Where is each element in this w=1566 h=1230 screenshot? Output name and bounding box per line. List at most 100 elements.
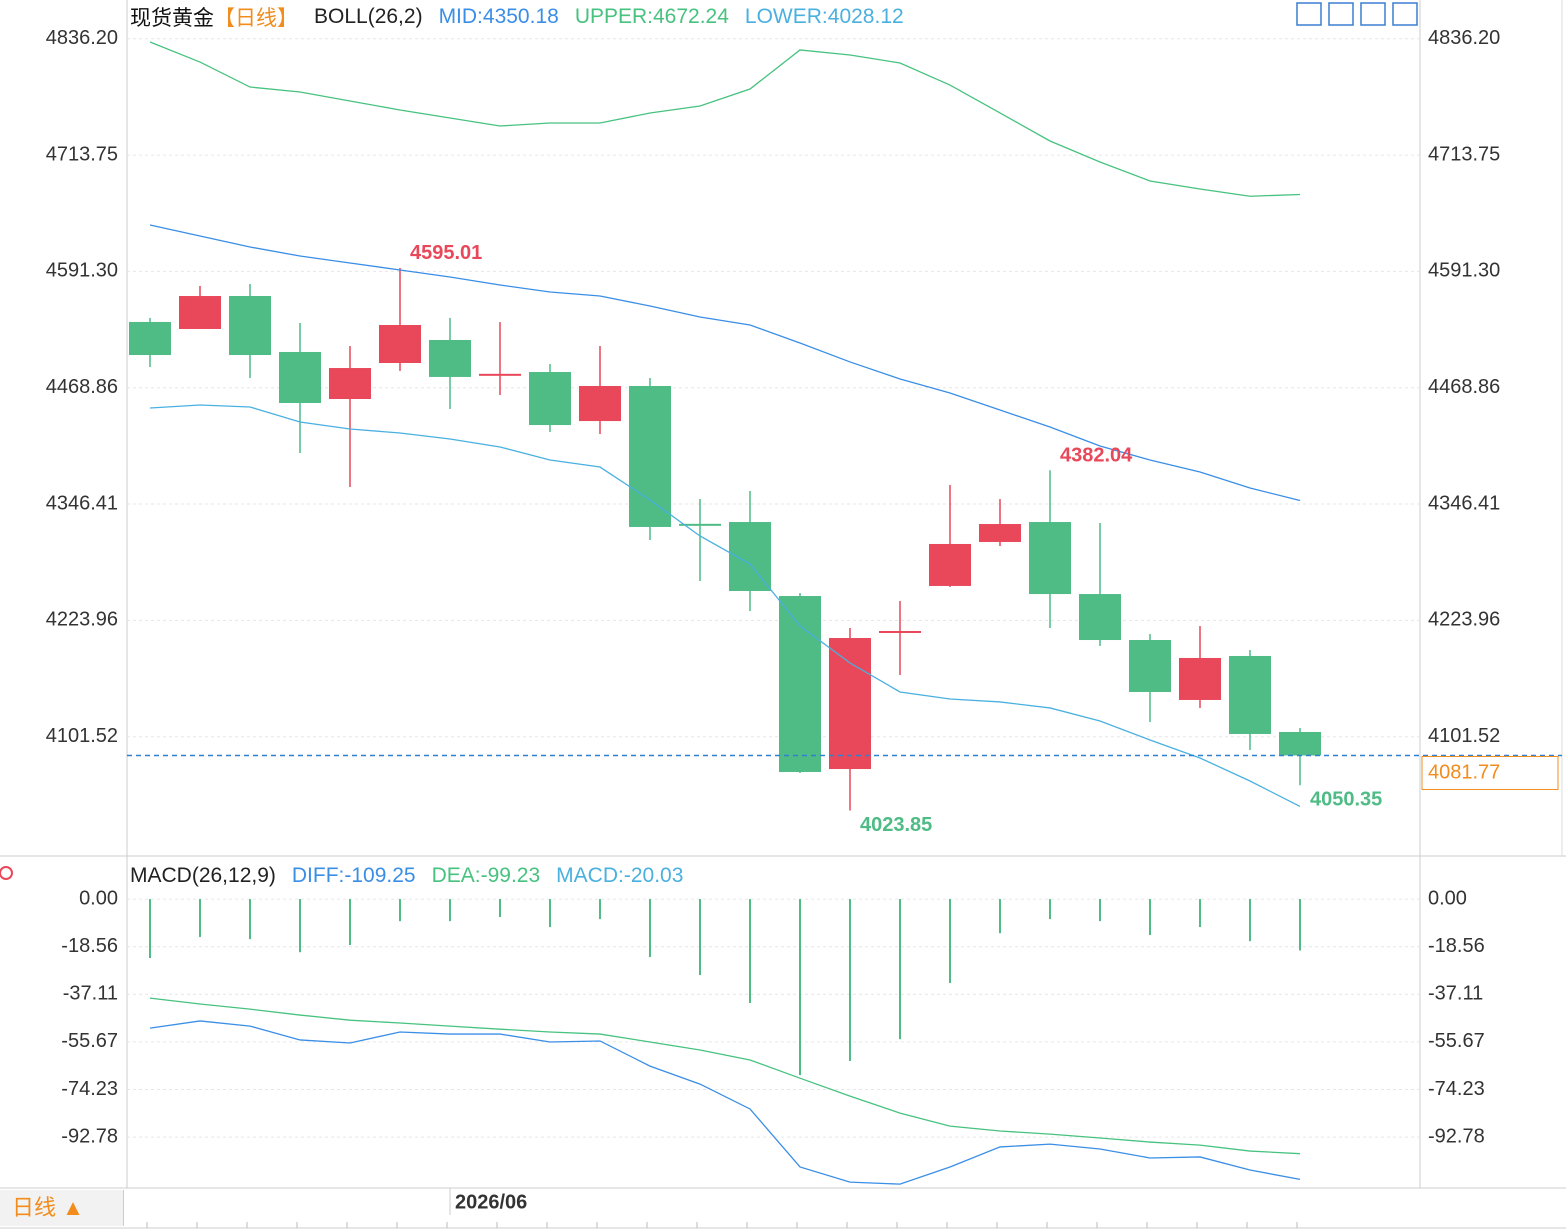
y-tick-label: -18.56 xyxy=(61,935,118,957)
macd-bar xyxy=(1099,899,1101,922)
macd-bar xyxy=(799,899,801,1076)
macd-bar xyxy=(949,899,951,983)
y-tick-label: 4591.30 xyxy=(46,260,118,282)
candle-body xyxy=(429,340,471,377)
macd-bar xyxy=(549,899,551,928)
indicator: BOLL(26,2) xyxy=(314,5,423,28)
legend-entry: UPPER:4672.24 xyxy=(574,5,729,28)
price-tag xyxy=(1421,755,1559,790)
title: 现货黄金 xyxy=(130,7,214,30)
y-tick-label: 4101.52 xyxy=(46,725,118,747)
tool-icon[interactable] xyxy=(1296,2,1322,26)
candle-body xyxy=(1079,594,1121,641)
y-tick-label: 4346.41 xyxy=(46,492,118,514)
y-tick-label: 0.00 xyxy=(79,887,118,909)
macd-bar xyxy=(1049,899,1051,920)
y-tick-label: -18.56 xyxy=(1428,935,1485,957)
candle-body xyxy=(929,543,971,586)
macd-bar xyxy=(449,899,451,922)
candle-body xyxy=(679,523,721,526)
candle-body xyxy=(229,296,271,356)
macd-bar xyxy=(199,899,201,938)
y-tick-label: 4101.52 xyxy=(1428,725,1500,747)
macd-bar xyxy=(499,899,501,918)
period: 【日线】 xyxy=(214,7,298,30)
y-tick-label: -74.23 xyxy=(1428,1078,1485,1100)
macd-bar xyxy=(699,899,701,976)
y-tick-label: 4836.20 xyxy=(46,27,118,49)
macd-bar xyxy=(599,899,601,920)
legend-entry: MACD:-20.03 xyxy=(556,864,684,887)
y-tick-label: -37.11 xyxy=(63,983,118,1005)
candle-body xyxy=(1029,522,1071,595)
tool-icon[interactable] xyxy=(1360,2,1386,26)
macd-header: MACD(26,12,9) DIFF:-109.25 DEA:-99.23 MA… xyxy=(130,864,683,888)
y-tick-label: 4223.96 xyxy=(46,609,118,631)
macd-bar xyxy=(299,899,301,953)
low-label: 4050.35 xyxy=(1310,789,1382,811)
candle-body xyxy=(129,321,171,356)
y-tick-label: 4223.96 xyxy=(1428,609,1500,631)
y-tick-label: -92.78 xyxy=(61,1125,118,1147)
line xyxy=(149,997,1301,1155)
low-label: 4023.85 xyxy=(860,814,932,836)
y-tick-label: 4713.75 xyxy=(46,143,118,165)
macd-bar xyxy=(999,899,1001,934)
settings-icon[interactable] xyxy=(0,866,13,880)
legend-entry: LOWER:4028.12 xyxy=(744,5,904,28)
y-tick-label: -55.67 xyxy=(1428,1030,1485,1052)
candle-body xyxy=(1229,655,1271,734)
legend-entry: MID:4350.18 xyxy=(438,5,559,28)
candle-body xyxy=(1279,731,1321,756)
line xyxy=(149,224,1301,502)
period-button[interactable]: 日线 ▲ xyxy=(0,1190,124,1226)
indicator: MACD(26,12,9) xyxy=(130,864,276,887)
candle-body xyxy=(179,296,221,329)
line xyxy=(149,404,1301,808)
candle-body xyxy=(879,630,921,633)
macd-bar xyxy=(1299,899,1301,951)
line xyxy=(149,41,1301,197)
y-tick-label: -55.67 xyxy=(61,1030,118,1052)
macd-bar xyxy=(649,899,651,958)
candle-body xyxy=(329,368,371,399)
macd-bar xyxy=(1149,899,1151,936)
high-label: 4595.01 xyxy=(410,242,482,264)
macd-bar xyxy=(249,899,251,940)
candle-body xyxy=(279,351,321,403)
candle-body xyxy=(529,372,571,426)
macd-bar xyxy=(399,899,401,922)
candle-body xyxy=(829,638,871,770)
y-tick-label: -92.78 xyxy=(1428,1125,1485,1147)
candle-body xyxy=(629,385,671,527)
y-tick-label: -37.11 xyxy=(1428,983,1483,1005)
legend-entry: DEA:-99.23 xyxy=(431,864,541,887)
candle-body xyxy=(479,373,521,376)
main-header: 现货黄金 【日线】 BOLL(26,2) MID:4350.18 UPPER:4… xyxy=(130,2,904,32)
x-tick-label: 2026/06 xyxy=(455,1191,527,1213)
y-tick-label: 4468.86 xyxy=(46,376,118,398)
y-tick-label: 4836.20 xyxy=(1428,27,1500,49)
y-tick-label: -74.23 xyxy=(61,1078,118,1100)
toolbar-icons[interactable] xyxy=(1296,2,1418,26)
macd-bar xyxy=(1249,899,1251,942)
macd-bar xyxy=(749,899,751,1003)
y-tick-label: 4591.30 xyxy=(1428,260,1500,282)
tool-icon[interactable] xyxy=(1392,2,1418,26)
y-tick-label: 0.00 xyxy=(1428,887,1467,909)
macd-bar xyxy=(899,899,901,1040)
y-tick-label: 4468.86 xyxy=(1428,376,1500,398)
high-label: 4382.04 xyxy=(1060,444,1133,466)
candle-body xyxy=(1179,657,1221,700)
tool-icon[interactable] xyxy=(1328,2,1354,26)
candle-body xyxy=(979,524,1021,542)
candle-body xyxy=(779,596,821,772)
macd-bar xyxy=(849,899,851,1061)
macd-bar xyxy=(349,899,351,946)
price-tag-label: 4081.77 xyxy=(1428,762,1500,784)
legend-entry: DIFF:-109.25 xyxy=(291,864,416,887)
line xyxy=(149,1020,1301,1185)
macd-bar xyxy=(149,899,151,959)
